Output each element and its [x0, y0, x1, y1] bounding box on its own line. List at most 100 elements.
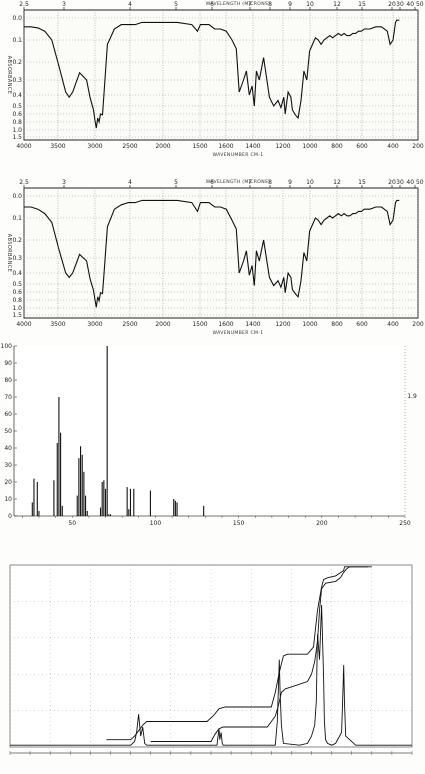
top-tick-label: 9 [288, 179, 292, 186]
top-tick-label: 10 [306, 179, 314, 186]
plot-frame [23, 187, 419, 319]
bottom-tick-label: 1200 [275, 321, 290, 328]
bottom-tick-label: 800 [331, 143, 343, 150]
y-tick-label: 0.0 [12, 15, 22, 22]
y-tick-label: 30 [4, 462, 12, 469]
x-tick-label: 100 [150, 520, 162, 527]
y-tick-label: 0.1 [12, 215, 22, 222]
bottom-tick-label: 800 [331, 321, 343, 328]
y-tick-label: 80 [4, 377, 12, 384]
bottom-tick-label: 1000 [302, 321, 317, 328]
y-tick-label: 0.2 [12, 59, 22, 66]
top-tick-label: 30 [396, 179, 404, 186]
plot-area [14, 346, 405, 516]
bottom-tick-label: 1500 [192, 143, 207, 150]
top-tick-label: 40 50 [406, 179, 423, 186]
top-tick-label: 3 [62, 179, 66, 186]
y-tick-label: 0.4 [12, 92, 22, 99]
top-tick-label: 40 50 [406, 1, 423, 8]
y-tick-label: 0 [8, 513, 12, 520]
bottom-tick-label: 2000 [155, 321, 170, 328]
x-tick-label: 200 [316, 520, 328, 527]
bottom-tick-label: 3000 [87, 143, 102, 150]
top-tick-label: 6 [210, 1, 214, 8]
plot-frame [9, 564, 413, 748]
integral-curve-2 [150, 566, 368, 742]
y-tick-label: 60 [4, 411, 12, 418]
y-tick-label: 10 [4, 496, 12, 503]
x-axis-label: WAVENUMBER CM-1 [213, 152, 264, 158]
y-tick-label: 0.4 [12, 270, 22, 277]
top-tick-label: 3 [62, 1, 66, 8]
x-tick-label: 150 [233, 520, 245, 527]
bottom-tick-label: 1600 [218, 143, 233, 150]
y-tick-label: 20 [4, 479, 12, 486]
top-tick-label: 7 [248, 179, 252, 186]
x-tick-label: 250 [399, 520, 411, 527]
y-tick-label: 1.5 [12, 312, 22, 319]
y-tick-label: 40 [4, 445, 12, 452]
plot-frame [23, 9, 419, 141]
bottom-tick-label: 400 [387, 321, 399, 328]
ir-spectrum-2: 4000 3500 3000 2500 2000 1500 1600 1400 1200 1000… [6, 179, 424, 336]
y-axis-label: ABSORBANCE [6, 234, 12, 273]
top-tick-label: 5 [174, 179, 178, 186]
bottom-tick-label: 600 [356, 143, 368, 150]
nmr-spectrum-line [10, 604, 412, 746]
y-tick-label: 1.0 [12, 305, 22, 312]
ir-spectrum-1: 4000 3500 3000 2500 2000 1500 1600 1400 1200 1000… [6, 1, 424, 158]
top-tick-label: 4 [128, 179, 132, 186]
y-axis-label: ABSORBANCE [6, 56, 12, 95]
bottom-tick-label: 2000 [155, 143, 170, 150]
integral-curve-1 [106, 566, 372, 741]
bottom-tick-label: 3500 [50, 321, 65, 328]
spectrum-line [24, 199, 400, 308]
bottom-tick-label: 2500 [122, 321, 137, 328]
nmr-spectrum [9, 564, 413, 755]
top-tick-label: 6 [210, 179, 214, 186]
top-tick-label: 20 [388, 1, 396, 8]
spectrum-line [24, 19, 400, 129]
y-tick-label: 0.8 [12, 297, 22, 304]
top-tick-label: 2.5 [19, 179, 29, 186]
top-tick-label: 12 [333, 1, 341, 8]
bottom-tick-label: 3500 [50, 143, 65, 150]
bottom-tick-label: 1200 [275, 143, 290, 150]
top-tick-label: 4 [128, 1, 132, 8]
axis-title-top: WAVELENGTH (MICRONS) [206, 1, 270, 7]
bottom-tick-label: 1400 [245, 143, 260, 150]
y-tick-label: 1.0 [12, 127, 22, 134]
y-tick-label: 1.5 [12, 134, 22, 141]
axis-title-top: WAVELENGTH (MICRONS) [206, 179, 270, 185]
y-tick-label: 0.3 [12, 77, 22, 84]
top-tick-label: 8 [268, 1, 272, 8]
y-tick-label: 0.6 [12, 111, 22, 118]
top-tick-label: 15 [358, 179, 366, 186]
right-tick-label: 1.9 [407, 393, 417, 400]
y-tick-label: 0.2 [12, 237, 22, 244]
y-tick-label: 0.5 [12, 281, 22, 288]
top-tick-label: 2.5 [19, 1, 29, 8]
y-tick-label: 50 [4, 428, 12, 435]
y-tick-label: 0.3 [12, 255, 22, 262]
x-tick-label: 50 [68, 520, 76, 527]
y-tick-label: 0.5 [12, 103, 22, 110]
top-tick-label: 9 [288, 1, 292, 8]
top-tick-label: 10 [306, 1, 314, 8]
y-tick-label: 0.0 [12, 193, 22, 200]
y-tick-label: 90 [4, 360, 12, 367]
bottom-tick-label: 600 [356, 321, 368, 328]
bottom-tick-label: 3000 [87, 321, 102, 328]
bottom-tick-label: 4000 [16, 143, 31, 150]
x-axis-label: WAVENUMBER CM-1 [213, 330, 264, 336]
top-tick-label: 15 [358, 1, 366, 8]
bottom-tick-label: 4000 [16, 321, 31, 328]
bottom-tick-label: 1000 [302, 143, 317, 150]
top-tick-label: 30 [396, 1, 404, 8]
y-tick-label: 0.8 [12, 119, 22, 126]
bottom-tick-label: 1500 [192, 321, 207, 328]
y-tick-label: 70 [4, 394, 12, 401]
y-tick-label: 0.1 [12, 37, 22, 44]
